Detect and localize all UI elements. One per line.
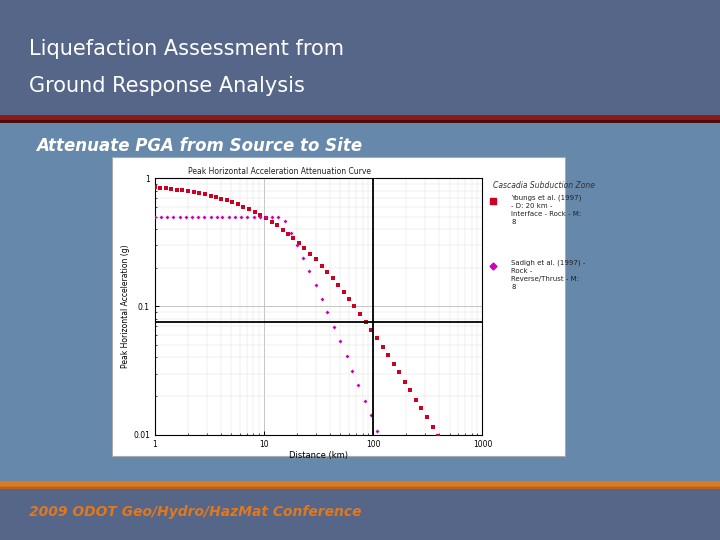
Bar xyxy=(0,119,720,486)
Y-axis label: Peak Horizontal Acceleration (g): Peak Horizontal Acceleration (g) xyxy=(121,245,130,368)
Text: Cascadia Subduction Zone: Cascadia Subduction Zone xyxy=(493,181,595,190)
Text: Youngs et al. (1997)
- D: 20 km -
Interface - Rock - M:
8: Youngs et al. (1997) - D: 20 km - Interf… xyxy=(511,194,582,225)
Text: 2009 ODOT Geo/Hydro/HazMat Conference: 2009 ODOT Geo/Hydro/HazMat Conference xyxy=(29,505,361,519)
Text: Liquefaction Assessment from: Liquefaction Assessment from xyxy=(29,38,344,59)
Text: Attenuate PGA from Source to Site: Attenuate PGA from Source to Site xyxy=(36,137,362,155)
Bar xyxy=(0,486,720,540)
X-axis label: Distance (km): Distance (km) xyxy=(289,451,348,460)
Text: Sadigh et al. (1997) -
Rock -
Reverse/Thrust - M:
8: Sadigh et al. (1997) - Rock - Reverse/Th… xyxy=(511,259,585,289)
Bar xyxy=(0,0,720,119)
Text: Ground Response Analysis: Ground Response Analysis xyxy=(29,76,305,97)
Bar xyxy=(112,157,565,456)
Title: Peak Horizontal Acceleration Attenuation Curve: Peak Horizontal Acceleration Attenuation… xyxy=(188,167,371,176)
